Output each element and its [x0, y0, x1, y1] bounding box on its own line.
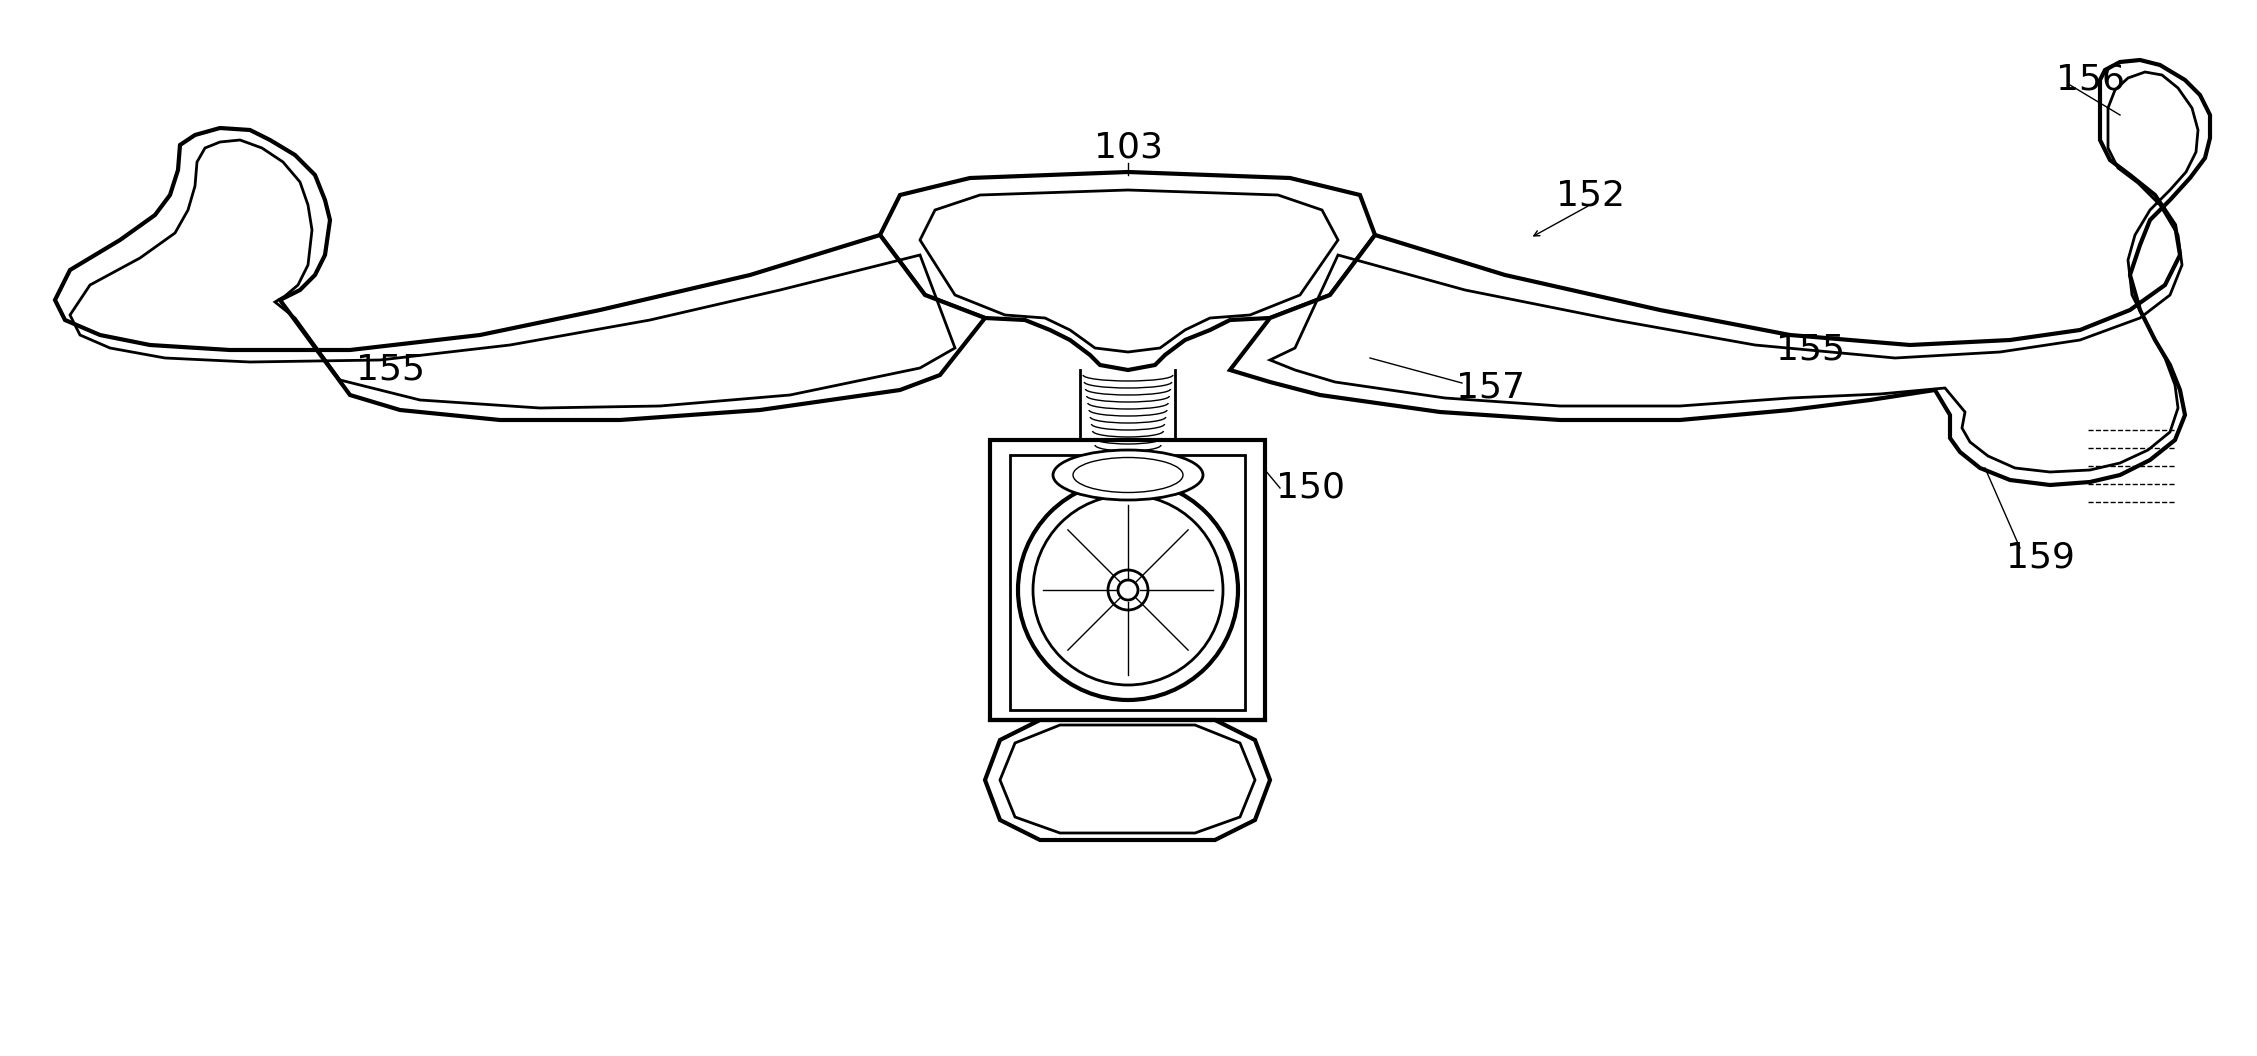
- PathPatch shape: [1230, 60, 2210, 485]
- PathPatch shape: [880, 172, 1375, 370]
- Circle shape: [1108, 570, 1149, 610]
- Text: 152: 152: [1555, 178, 1625, 212]
- PathPatch shape: [991, 440, 1264, 720]
- PathPatch shape: [54, 128, 984, 420]
- Text: 155: 155: [357, 353, 424, 386]
- Text: 155: 155: [1776, 333, 1844, 367]
- Text: 103: 103: [1092, 131, 1162, 165]
- Circle shape: [1018, 480, 1239, 700]
- Text: 159: 159: [2006, 541, 2074, 576]
- Text: 156: 156: [2056, 63, 2124, 97]
- Text: 150: 150: [1275, 471, 1345, 505]
- Text: 157: 157: [1456, 371, 1523, 406]
- Ellipse shape: [1054, 450, 1203, 499]
- Circle shape: [1117, 580, 1138, 600]
- PathPatch shape: [984, 720, 1271, 840]
